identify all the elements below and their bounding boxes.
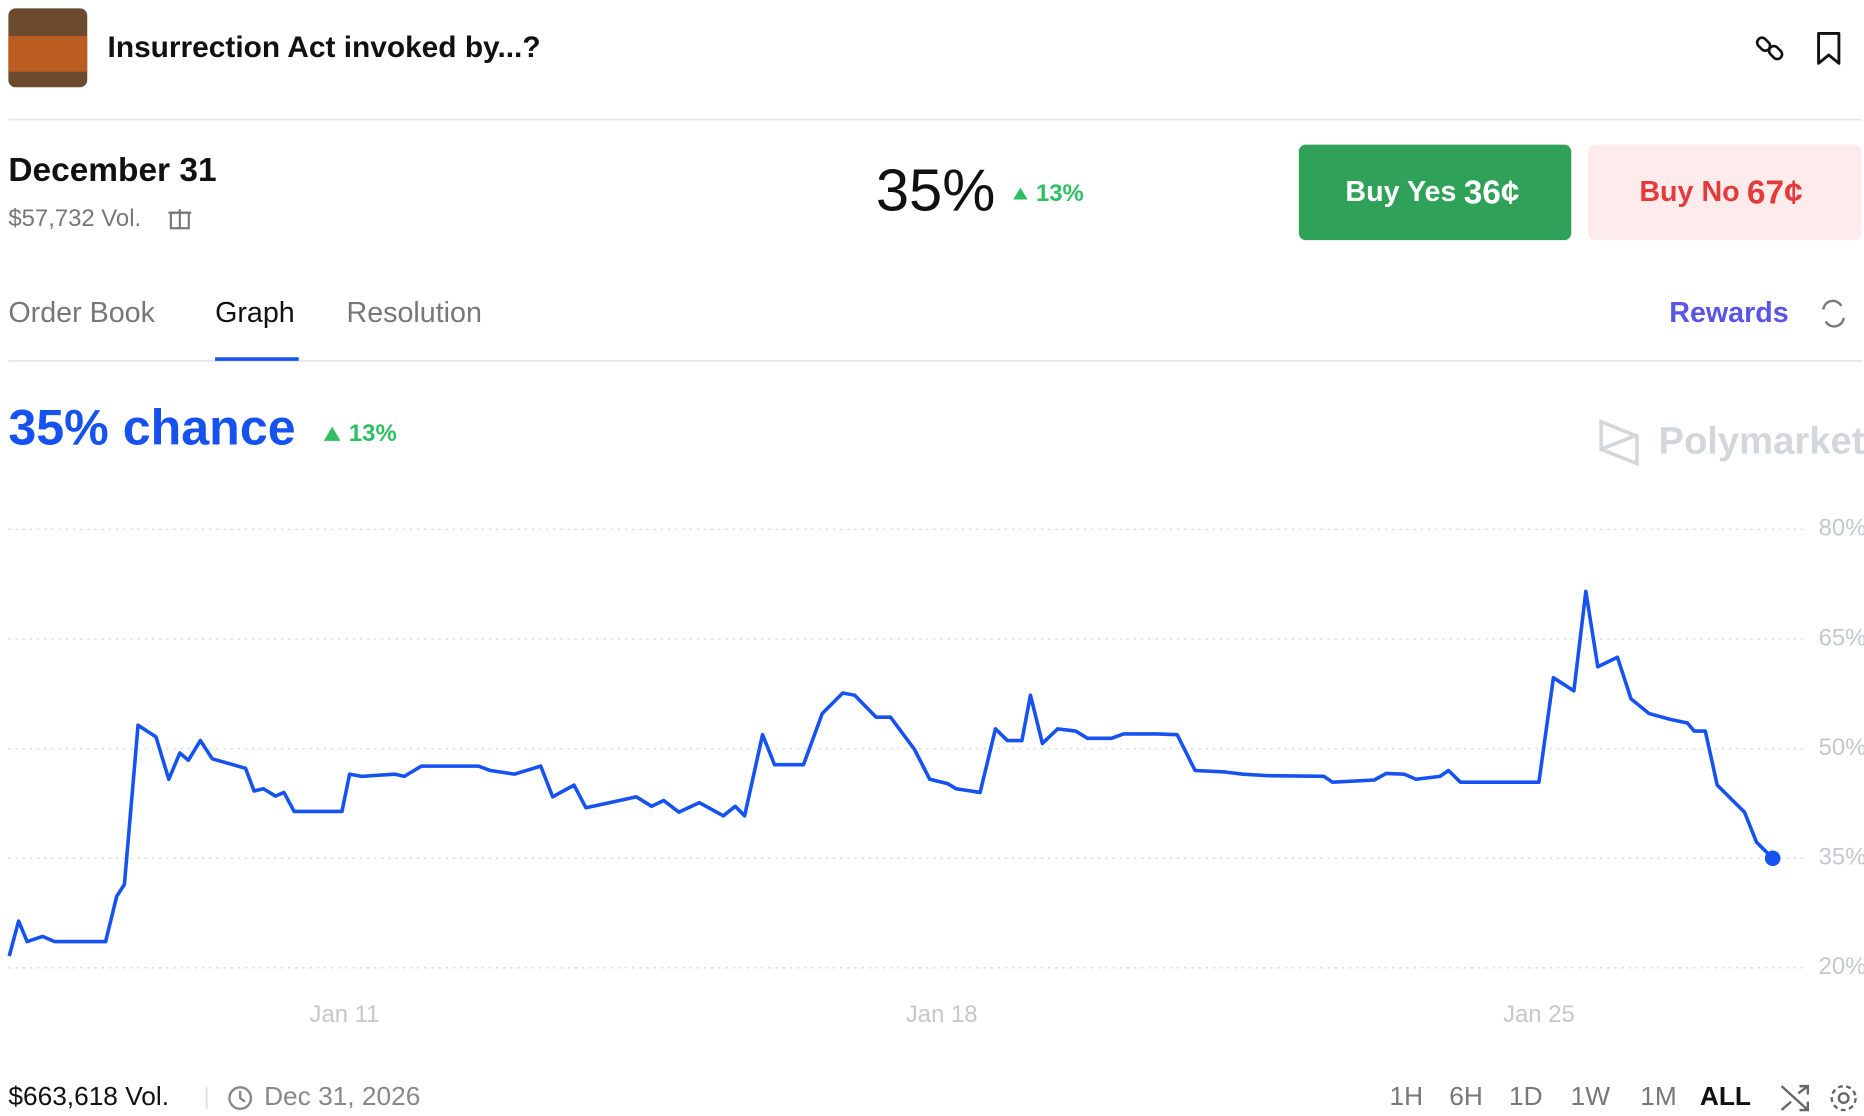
rewards[interactable]: Rewards	[1669, 297, 1788, 329]
range-option[interactable]: ALL	[1700, 1081, 1751, 1111]
thumbnail-fire	[8, 35, 88, 72]
range-option[interactable]: 1D	[1509, 1081, 1543, 1111]
y-tick-label: 50%	[1819, 734, 1864, 761]
clock-icon	[228, 1086, 253, 1111]
gift-icon	[168, 209, 192, 230]
buy-yes-label: Buy Yes	[1345, 176, 1456, 208]
shuffle-icon[interactable]	[1780, 1084, 1810, 1112]
link-icon[interactable]	[1755, 36, 1784, 61]
end-date: Dec 31, 2026	[264, 1081, 420, 1111]
buy-yes-price: 36¢	[1464, 175, 1520, 212]
price-line	[7, 589, 1774, 957]
plot: 20% 35% 50% 65% 80% Jan 11 Jan 18 Jan 25	[7, 515, 1864, 1028]
y-tick-label: 80%	[1819, 515, 1864, 542]
watermark-logo	[1599, 419, 1639, 467]
tab[interactable]: Resolution	[347, 297, 482, 329]
buy-yes-button[interactable]	[1298, 144, 1572, 241]
bookmark-icon[interactable]	[1817, 32, 1841, 65]
chart-title: 35% chance	[8, 400, 295, 456]
watermark: Polymarket	[1658, 419, 1864, 462]
outcome: December 31	[8, 152, 216, 189]
tab-indicator	[215, 357, 299, 361]
range-option[interactable]: 6H	[1449, 1081, 1483, 1111]
y-tick-label: 65%	[1819, 624, 1864, 651]
up-arrow	[1013, 187, 1028, 200]
title: Insurrection Act invoked by...?	[108, 31, 541, 64]
x-tick-label: Jan 18	[906, 1001, 978, 1028]
last-point	[1764, 850, 1781, 866]
range-option[interactable]: 1M	[1640, 1081, 1677, 1111]
change: 13%	[1036, 180, 1084, 207]
buy-no-price: 67¢	[1747, 175, 1803, 212]
chart-change: 13%	[349, 420, 397, 447]
price: 35%	[876, 157, 996, 224]
range-option[interactable]: 1W	[1571, 1081, 1611, 1111]
settings-icon[interactable]	[1830, 1084, 1857, 1112]
footer-volume: $663,618 Vol.	[8, 1081, 169, 1111]
range-option[interactable]: 1H	[1390, 1081, 1424, 1111]
x-tick-label: Jan 11	[310, 1001, 380, 1028]
y-tick-label: 20%	[1819, 953, 1864, 980]
tab[interactable]: Order Book	[8, 297, 155, 329]
up-arrow	[323, 426, 341, 441]
tab-active[interactable]: Graph	[215, 297, 295, 329]
volume: $57,732 Vol.	[8, 205, 141, 232]
buy-no-button[interactable]	[1587, 144, 1862, 241]
range-selector: 1H 6H 1D 1W 1M ALL	[1390, 1081, 1751, 1111]
refresh-icon[interactable]	[1822, 299, 1845, 328]
x-tick-label: Jan 25	[1503, 1001, 1575, 1028]
y-tick-label: 35%	[1819, 844, 1864, 871]
buy-no-label: Buy No	[1639, 176, 1739, 208]
